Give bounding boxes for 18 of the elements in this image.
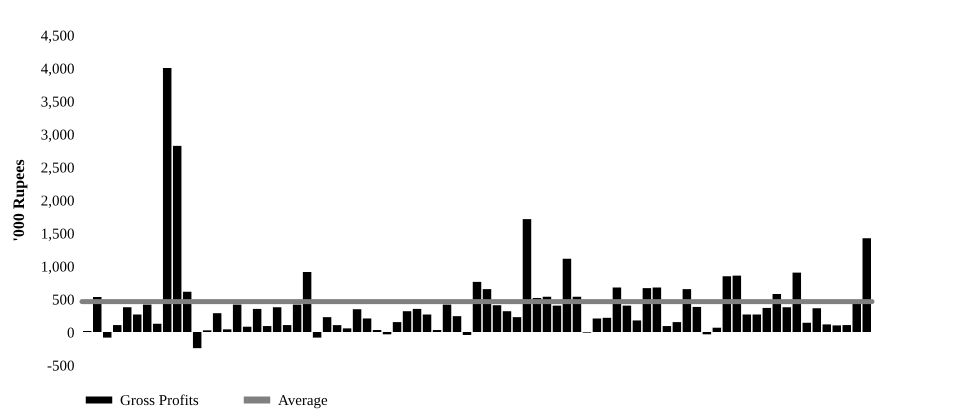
y-tick-label: 1,500 [40,226,74,242]
y-tick-label: 2,000 [40,194,74,210]
y-tick-label: 3,000 [40,128,74,144]
bar [102,332,112,338]
y-tick-label: 2,500 [40,160,74,176]
y-tick-label: 1,000 [40,260,74,276]
legend-label: Average [278,393,328,409]
y-tick-label: 3,500 [40,94,74,110]
y-tick-label: 4,000 [40,62,74,78]
y-tick-label: -500 [47,358,74,374]
bar [312,332,322,338]
bar [462,332,472,335]
y-tick-label: 500 [52,292,74,308]
legend-label: Gross Profits [120,393,199,409]
y-tick-label: 0 [67,326,74,342]
y-axis-title: '000 Rupees [10,159,28,242]
bar [192,332,202,348]
y-tick-label: 4,500 [40,28,74,44]
